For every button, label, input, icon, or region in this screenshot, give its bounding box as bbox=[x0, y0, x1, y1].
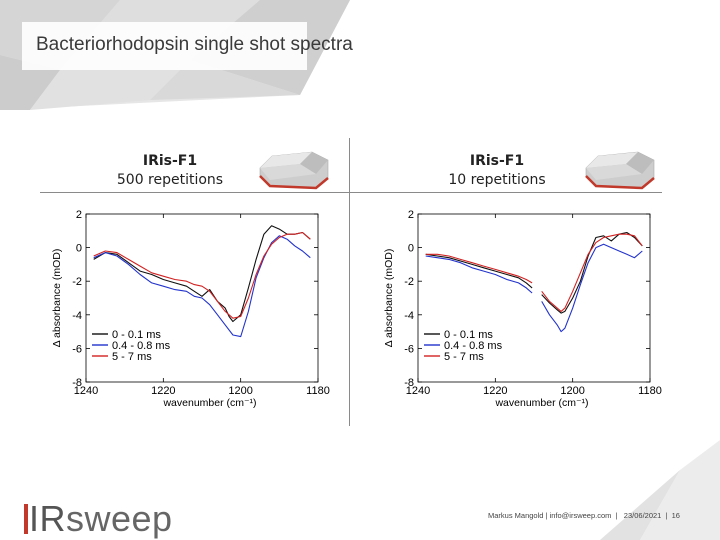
panel-divider-horizontal bbox=[40, 192, 662, 193]
logo-accent-bar bbox=[24, 504, 28, 534]
y-tick-label: 2 bbox=[408, 209, 414, 221]
footer-date: 23/06/2021 bbox=[623, 511, 662, 520]
panel-left-subtitle: 500 repetitions bbox=[116, 172, 224, 188]
y-tick-label: 0 bbox=[408, 243, 414, 255]
footer: Markus Mangold | info@irsweep.com | 23/0… bbox=[488, 511, 680, 520]
y-tick-label: 2 bbox=[76, 209, 82, 221]
legend-label: 0.4 - 0.8 ms bbox=[444, 340, 503, 352]
footer-sep-2: | bbox=[615, 511, 618, 520]
legend-label: 0 - 0.1 ms bbox=[444, 329, 493, 341]
series-line-1 bbox=[425, 231, 643, 314]
panel-left-name: IRis-F1 bbox=[142, 153, 198, 169]
y-axis-label: Δ absorbance (mOD) bbox=[51, 249, 63, 348]
x-tick-label: 1220 bbox=[483, 385, 507, 397]
series-line-3 bbox=[425, 233, 643, 312]
panel-header-left: IRis-F1 500 repetitions bbox=[105, 152, 235, 190]
plot-frame bbox=[417, 213, 651, 383]
panel-right-subtitle: 10 repetitions bbox=[448, 172, 546, 188]
y-tick-label: -6 bbox=[404, 343, 414, 355]
x-tick-label: 1180 bbox=[306, 385, 330, 397]
legend-label: 5 - 7 ms bbox=[112, 351, 152, 363]
footer-sep-1: | bbox=[545, 511, 548, 520]
legend-label: 0.4 - 0.8 ms bbox=[112, 340, 171, 352]
y-tick-label: -4 bbox=[72, 310, 82, 322]
x-axis-label: wavenumber (cm⁻¹) bbox=[494, 397, 588, 409]
x-tick-label: 1200 bbox=[560, 385, 584, 397]
x-tick-label: 1200 bbox=[228, 385, 252, 397]
y-tick-label: -4 bbox=[404, 310, 414, 322]
y-tick-label: -2 bbox=[404, 276, 414, 288]
logo-sweep-text: sweep bbox=[66, 498, 173, 539]
series-line-1 bbox=[93, 225, 311, 323]
y-tick-label: 0 bbox=[76, 243, 82, 255]
logo-ir-text: IR bbox=[29, 498, 66, 539]
iris-device-image-left bbox=[259, 151, 329, 190]
y-tick-label: -2 bbox=[72, 276, 82, 288]
series-line-2 bbox=[425, 243, 643, 333]
footer-author: Markus Mangold bbox=[488, 511, 544, 520]
footer-sep-3: | bbox=[665, 511, 668, 520]
x-tick-label: 1220 bbox=[151, 385, 175, 397]
iris-device-image-right bbox=[585, 151, 655, 190]
series-line-2 bbox=[93, 235, 311, 338]
slide-title: Bacteriorhodopsin single shot spectra bbox=[36, 34, 353, 55]
y-tick-label: -6 bbox=[72, 343, 82, 355]
x-tick-label: 1180 bbox=[638, 385, 662, 397]
panel-header-right: IRis-F1 10 repetitions bbox=[432, 152, 562, 190]
footer-email[interactable]: info@irsweep.com bbox=[549, 511, 612, 520]
x-tick-label: 1240 bbox=[406, 385, 430, 397]
footer-page-number: 16 bbox=[671, 511, 680, 520]
panel-right-name: IRis-F1 bbox=[469, 153, 525, 169]
panel-divider-vertical bbox=[349, 138, 350, 426]
x-axis-label: wavenumber (cm⁻¹) bbox=[162, 397, 256, 409]
legend-label: 5 - 7 ms bbox=[444, 351, 484, 363]
plot-frame bbox=[85, 213, 319, 383]
y-axis-label: Δ absorbance (mOD) bbox=[383, 249, 395, 348]
title-backdrop bbox=[22, 22, 307, 70]
series-line-3 bbox=[93, 231, 311, 319]
y-tick-label: -8 bbox=[404, 377, 414, 389]
irsweep-logo: IRsweep bbox=[24, 498, 173, 540]
legend-label: 0 - 0.1 ms bbox=[112, 329, 161, 341]
y-tick-label: -8 bbox=[72, 377, 82, 389]
x-tick-label: 1240 bbox=[74, 385, 98, 397]
